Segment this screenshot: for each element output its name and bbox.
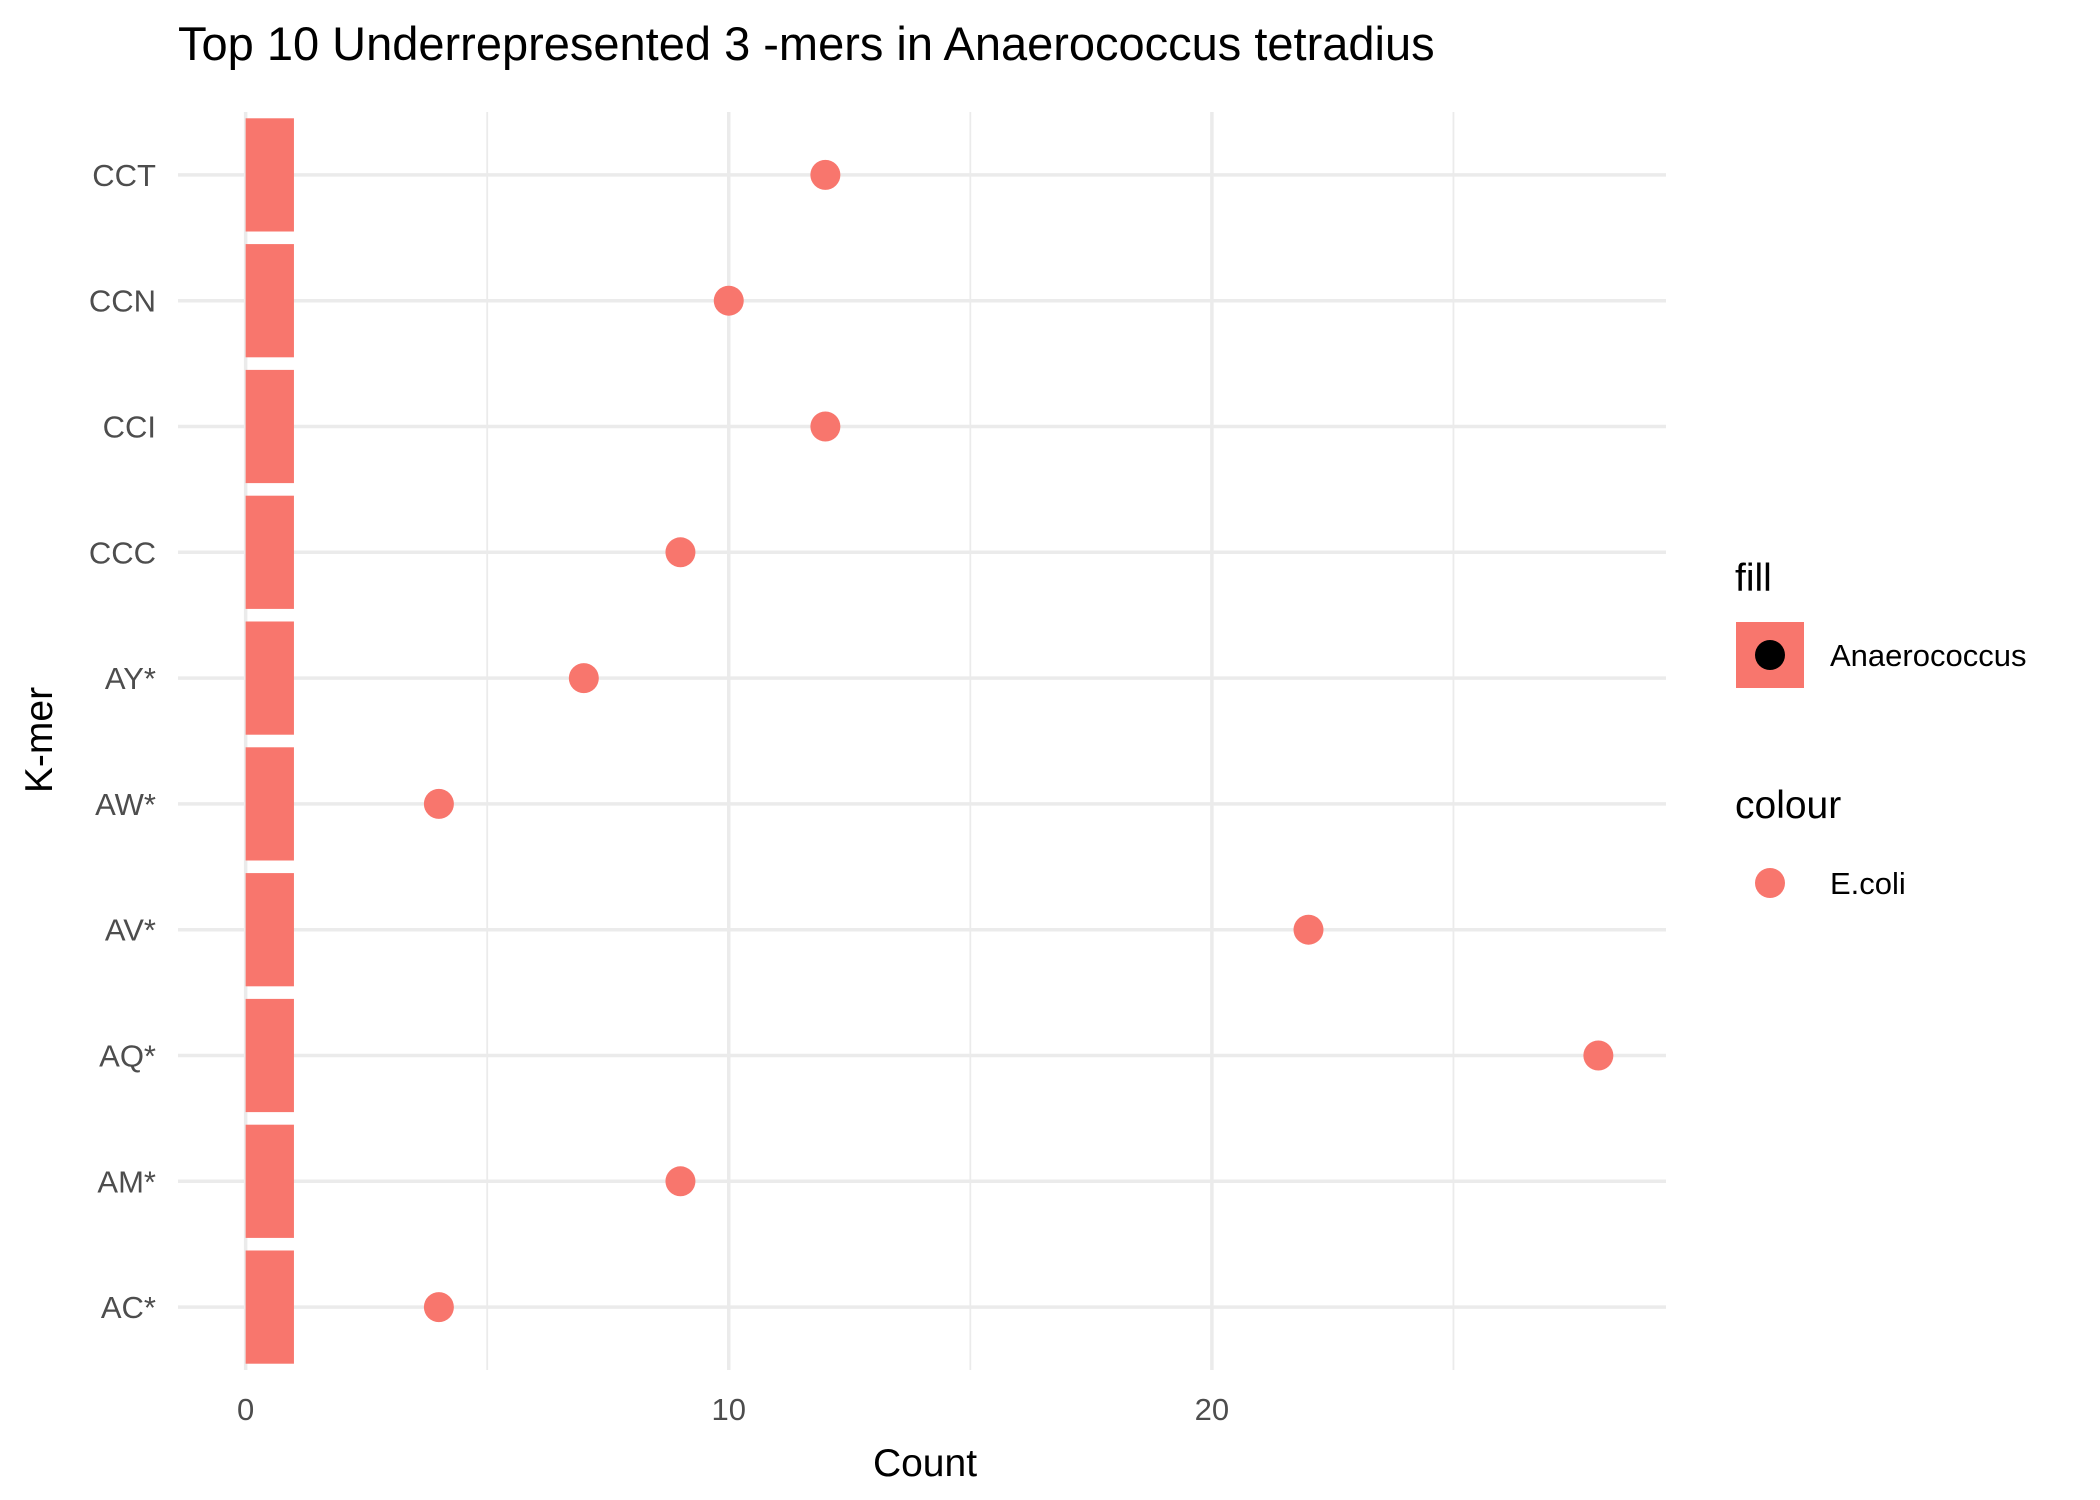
- point-ccn: [713, 285, 744, 316]
- grid: [178, 112, 1666, 1370]
- x-tick-label: 20: [1195, 1392, 1229, 1427]
- y-tick-label: AM*: [97, 1164, 156, 1199]
- x-axis-title: Count: [873, 1442, 977, 1485]
- point-cct: [810, 159, 841, 190]
- y-tick-label: AQ*: [99, 1039, 156, 1074]
- y-tick-label: CCT: [92, 158, 156, 193]
- bar-av-star: [245, 873, 294, 987]
- point-aw-star: [423, 788, 454, 819]
- x-tick-label: 0: [237, 1392, 254, 1427]
- point-am-star: [665, 1166, 696, 1197]
- point-ay-star: [568, 663, 599, 694]
- bar-ay-star: [245, 621, 294, 735]
- points: [423, 159, 1614, 1323]
- point-av-star: [1293, 914, 1324, 945]
- bar-am-star: [245, 1124, 294, 1238]
- bar-ccn: [245, 244, 294, 358]
- chart-title: Top 10 Underrepresented 3 -mers in Anaer…: [178, 17, 1435, 70]
- point-ac-star: [423, 1292, 454, 1323]
- legend-colour-key-dot: [1755, 868, 1785, 898]
- y-tick-label: CCC: [89, 535, 156, 570]
- bar-ccc: [245, 495, 294, 609]
- legend: fill Anaerococcus colour E.coli: [1735, 557, 2026, 901]
- point-ccc: [665, 537, 696, 568]
- y-tick-label: AV*: [105, 913, 156, 948]
- bar-cci: [245, 369, 294, 484]
- y-tick-label: AY*: [105, 661, 156, 696]
- x-axis-ticks: 0 10 20: [237, 1392, 1229, 1427]
- y-axis-title: K-mer: [18, 687, 61, 793]
- point-aq-star: [1583, 1040, 1614, 1071]
- x-tick-label: 10: [712, 1392, 746, 1427]
- bar-cct: [245, 118, 294, 232]
- y-tick-label: AC*: [101, 1290, 156, 1325]
- legend-fill-label: Anaerococcus: [1830, 638, 2026, 673]
- y-tick-label: CCI: [103, 410, 156, 445]
- bars: [245, 118, 294, 1364]
- y-tick-label: AW*: [95, 787, 156, 822]
- legend-colour-title: colour: [1735, 784, 1841, 827]
- legend-colour-label: E.coli: [1830, 866, 1906, 901]
- bar-aq-star: [245, 998, 294, 1113]
- bar-ac-star: [245, 1250, 294, 1364]
- y-tick-label: CCN: [89, 284, 156, 319]
- bar-aw-star: [245, 747, 294, 861]
- legend-fill-title: fill: [1735, 557, 1772, 600]
- legend-fill-key-dot: [1755, 640, 1785, 670]
- y-axis-ticks: CCT CCN CCI CCC AY* AW* AV* AQ* AM* AC*: [89, 158, 156, 1325]
- point-cci: [810, 411, 841, 442]
